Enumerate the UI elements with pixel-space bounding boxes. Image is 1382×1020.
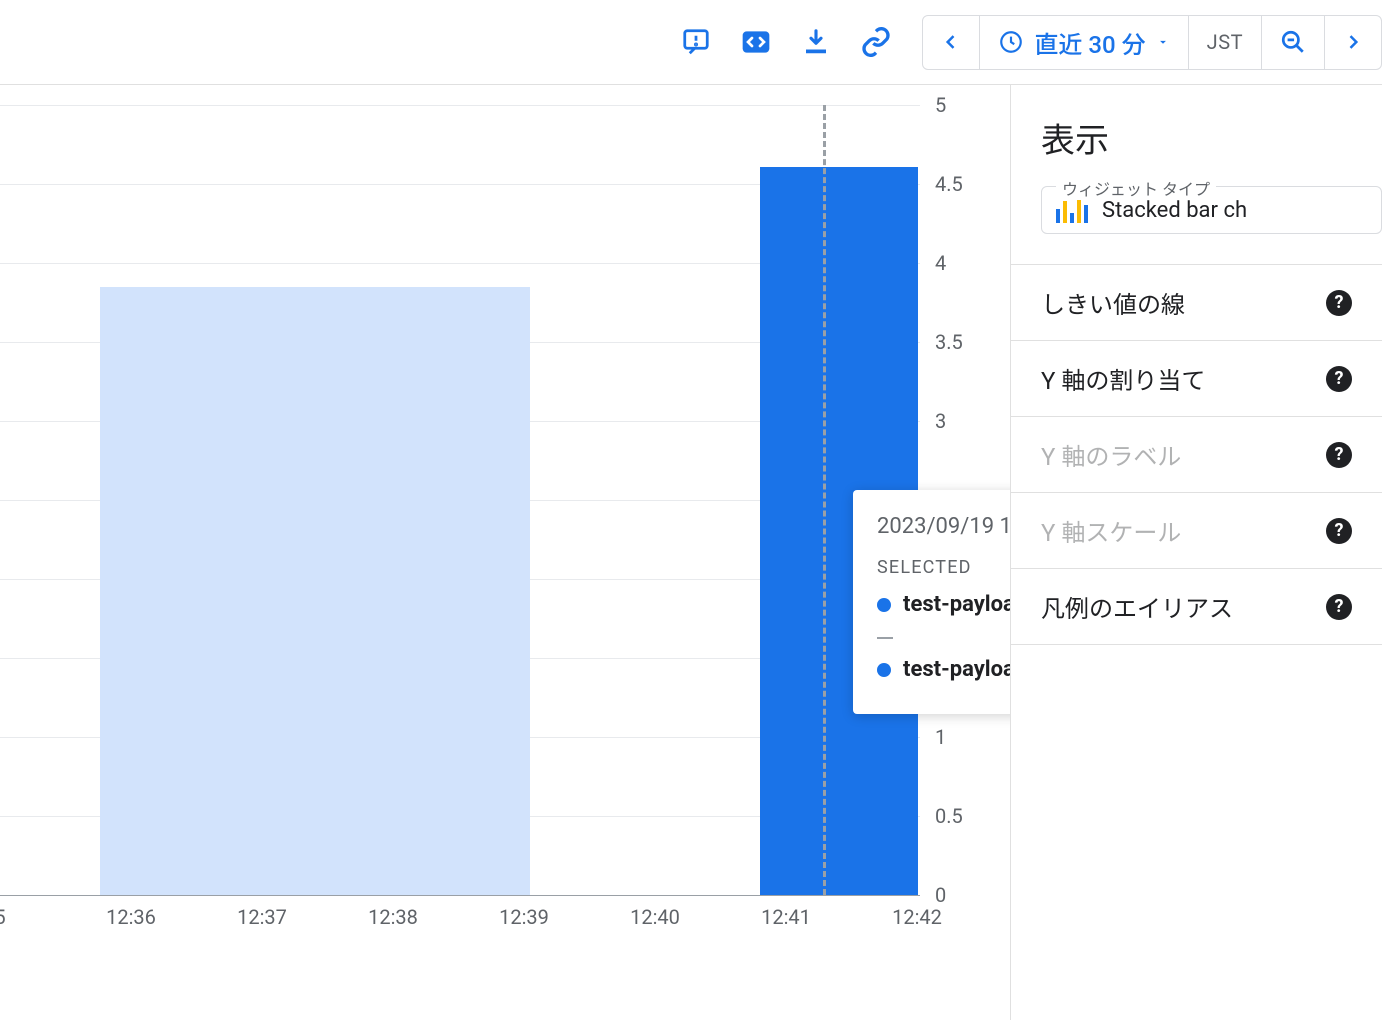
timerange-prev-button[interactable] [923, 16, 980, 69]
display-settings-panel: 表示 ウィジェット タイプ Stacked bar ch しきい値の線?Y 軸の… [1010, 85, 1382, 1020]
x-tick-label: 5 [0, 905, 6, 929]
settings-row-label: Y 軸のラベル [1041, 437, 1181, 472]
help-icon[interactable]: ? [1326, 442, 1352, 468]
settings-row-label: Y 軸スケール [1041, 513, 1181, 548]
widget-type-legend: ウィジェット タイプ [1056, 176, 1216, 200]
x-tick-label: 12:39 [499, 905, 549, 929]
tooltip-divider [877, 637, 893, 639]
help-icon[interactable]: ? [1326, 594, 1352, 620]
toolbar-icon-group [680, 26, 892, 58]
settings-row-label: 凡例のエイリアス [1041, 589, 1233, 624]
chart-bar[interactable] [100, 287, 530, 895]
x-tick-label: 12:37 [237, 905, 287, 929]
x-tick-label: 12:41 [761, 905, 811, 929]
settings-row[interactable]: Y 軸の割り当て? [1011, 341, 1382, 417]
help-icon[interactable]: ? [1326, 290, 1352, 316]
series-color-dot [877, 663, 891, 677]
y-tick-label: 5 [935, 93, 946, 117]
settings-row-label: しきい値の線 [1041, 285, 1185, 320]
chart-plot[interactable] [0, 105, 920, 895]
x-tick-label: 12:38 [368, 905, 418, 929]
x-tick-label: 12:40 [630, 905, 680, 929]
settings-row[interactable]: Y 軸スケール? [1011, 493, 1382, 569]
settings-row[interactable]: しきい値の線? [1011, 265, 1382, 341]
x-tick-label: 12:36 [106, 905, 156, 929]
x-tick-label: 12:42 [892, 905, 942, 929]
panel-title: 表示 [1011, 85, 1382, 186]
y-tick-label: 0 [935, 883, 946, 907]
toolbar: 直近 30 分 JST [0, 0, 1382, 85]
code-icon[interactable] [740, 26, 772, 58]
stacked-bar-icon [1056, 197, 1088, 223]
link-icon[interactable] [860, 26, 892, 58]
settings-row[interactable]: Y 軸のラベル? [1011, 417, 1382, 493]
hover-indicator-line [823, 105, 826, 895]
feedback-icon[interactable] [680, 26, 712, 58]
y-tick-label: 0.5 [935, 804, 963, 828]
download-icon[interactable] [800, 26, 832, 58]
settings-row-label: Y 軸の割り当て [1041, 361, 1205, 396]
y-tick-label: 3.5 [935, 330, 963, 354]
zoom-out-button[interactable] [1262, 16, 1325, 69]
y-tick-label: 3 [935, 409, 946, 433]
widget-type-selector[interactable]: ウィジェット タイプ Stacked bar ch [1041, 186, 1382, 234]
series-color-dot [877, 598, 891, 612]
y-tick-label: 4.5 [935, 172, 963, 196]
chart-area: 00.511.522.533.544.55 512:3612:3712:3812… [0, 85, 1010, 1020]
gridline [0, 105, 920, 106]
timezone-label: JST [1207, 30, 1243, 54]
x-axis [0, 895, 920, 896]
timerange-dropdown[interactable]: 直近 30 分 [980, 16, 1188, 69]
settings-row[interactable]: 凡例のエイリアス? [1011, 569, 1382, 645]
settings-group: しきい値の線?Y 軸の割り当て?Y 軸のラベル?Y 軸スケール?凡例のエイリアス… [1011, 264, 1382, 645]
y-tick-label: 1 [935, 725, 946, 749]
timerange-label: 直近 30 分 [1034, 25, 1145, 60]
timerange-selector: 直近 30 分 JST [922, 15, 1382, 70]
help-icon[interactable]: ? [1326, 366, 1352, 392]
help-icon[interactable]: ? [1326, 518, 1352, 544]
y-tick-label: 4 [935, 251, 946, 275]
timezone-button[interactable]: JST [1189, 16, 1262, 69]
widget-type-label: Stacked bar ch [1102, 198, 1247, 223]
timerange-next-button[interactable] [1325, 16, 1381, 69]
